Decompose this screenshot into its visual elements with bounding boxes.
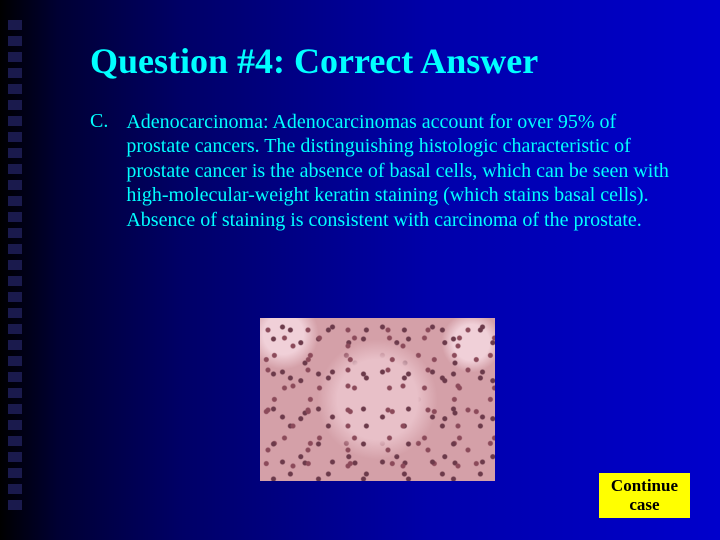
continue-label-line2: case bbox=[611, 495, 678, 515]
histology-image bbox=[260, 318, 495, 481]
answer-block: C. Adenocarcinoma: Adenocarcinomas accou… bbox=[90, 110, 670, 232]
answer-body-text: Adenocarcinoma: Adenocarcinomas account … bbox=[126, 110, 670, 232]
slide-title: Question #4: Correct Answer bbox=[90, 40, 670, 82]
answer-letter: C. bbox=[90, 110, 108, 232]
continue-case-button[interactable]: Continue case bbox=[599, 473, 690, 518]
slide-content: Question #4: Correct Answer C. Adenocarc… bbox=[0, 0, 720, 252]
side-decorator-squares bbox=[8, 20, 22, 510]
continue-label-line1: Continue bbox=[611, 476, 678, 496]
